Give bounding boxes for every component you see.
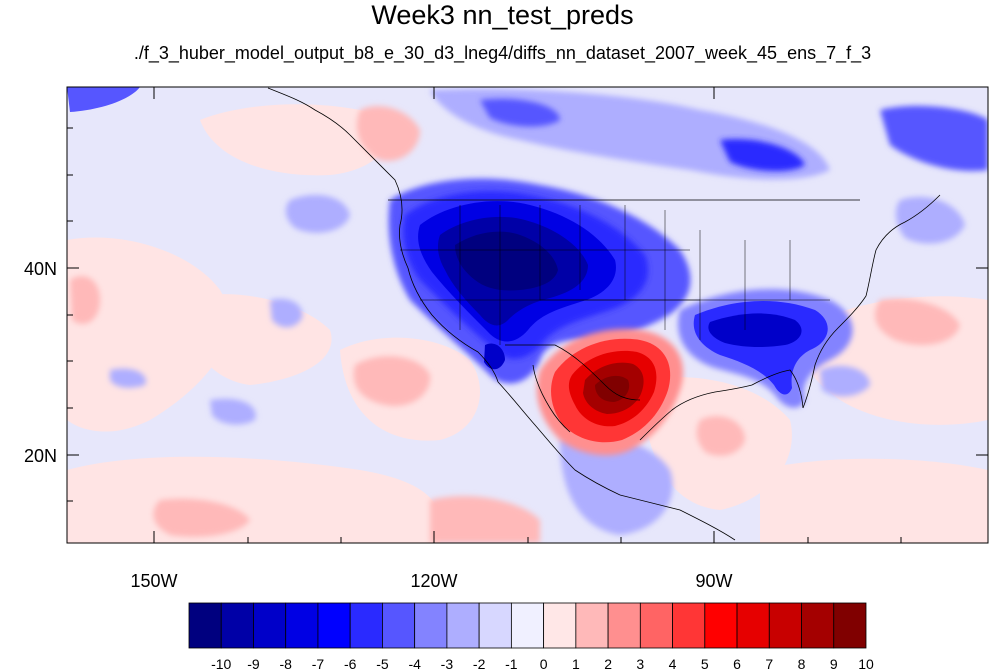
- map-title: Week3 nn_test_preds: [371, 0, 634, 30]
- colorbar-label: 7: [765, 656, 773, 672]
- colorbar-label: -4: [408, 656, 421, 672]
- colorbar-swatch: [253, 602, 287, 649]
- colorbar-label: -1: [505, 656, 518, 672]
- colorbar-swatch: [768, 602, 802, 649]
- colorbar-swatch: [575, 602, 609, 649]
- lon-label-150w: 150W: [130, 571, 177, 591]
- colorbar-swatch: [188, 602, 222, 649]
- mexico-texas-positive-anomaly: [536, 329, 684, 456]
- colorbar-swatch: [446, 602, 480, 649]
- lat-label-20n: 20N: [24, 446, 57, 466]
- colorbar-swatch: [349, 602, 383, 649]
- colorbar-swatch: [285, 602, 319, 649]
- colorbar-label: -8: [279, 656, 292, 672]
- colorbar-swatch: [736, 602, 770, 649]
- colorbar-label: 9: [830, 656, 838, 672]
- colorbar-swatch: [478, 602, 512, 649]
- colorbar-swatch: [317, 602, 351, 649]
- colorbar-swatch: [510, 602, 545, 649]
- colorbar: -10 -9 -8 -7 -6 -5 -4 -3 -2 -1 0 1 2 3 4 5 6 7 8 9 10: [188, 602, 874, 672]
- colorbar-label: 8: [798, 656, 806, 672]
- colorbar-label: 6: [733, 656, 741, 672]
- colorbar-label: 10: [858, 656, 874, 672]
- colorbar-label: -10: [211, 656, 231, 672]
- coastlines: [267, 87, 941, 541]
- colorbar-label: -7: [312, 656, 325, 672]
- colorbar-label: -6: [344, 656, 357, 672]
- colorbar-label: -2: [473, 656, 486, 672]
- colorbar-label: 0: [540, 656, 548, 672]
- lon-label-120w: 120W: [410, 571, 457, 591]
- colorbar-label: -5: [376, 656, 389, 672]
- weak-negative-anomaly: [110, 195, 965, 535]
- colorbar-label: 5: [701, 656, 709, 672]
- map-subtitle: ./f_3_huber_model_output_b8_e_30_d3_lneg…: [133, 43, 872, 63]
- lon-label-90w: 90W: [695, 571, 732, 591]
- colorbar-label: 4: [669, 656, 677, 672]
- colorbar-swatch: [220, 602, 254, 649]
- colorbar-label: 1: [572, 656, 580, 672]
- canada-negative-anomaly: [67, 87, 988, 180]
- colorbar-swatch: [672, 602, 706, 649]
- colorbar-swatch: [382, 602, 416, 649]
- colorbar-swatch: [833, 602, 867, 649]
- colorbar-label: -9: [247, 656, 260, 672]
- map-plot-area: [67, 87, 988, 543]
- colorbar-swatch: [607, 602, 641, 649]
- western-us-negative-anomaly: [388, 178, 691, 384]
- colorbar-label: 2: [604, 656, 612, 672]
- colorbar-swatch: [543, 602, 577, 649]
- colorbar-swatch: [704, 602, 738, 649]
- colorbar-swatch: [639, 602, 673, 649]
- colorbar-swatch: [801, 602, 835, 649]
- light-positive-anomaly: [70, 106, 960, 543]
- colorbar-label: 3: [636, 656, 644, 672]
- southeast-us-negative-anomaly: [678, 289, 853, 408]
- colorbar-swatch: [414, 602, 448, 649]
- colorbar-label: -3: [441, 656, 454, 672]
- map-ticks: [67, 87, 988, 543]
- lat-label-40n: 40N: [24, 259, 57, 279]
